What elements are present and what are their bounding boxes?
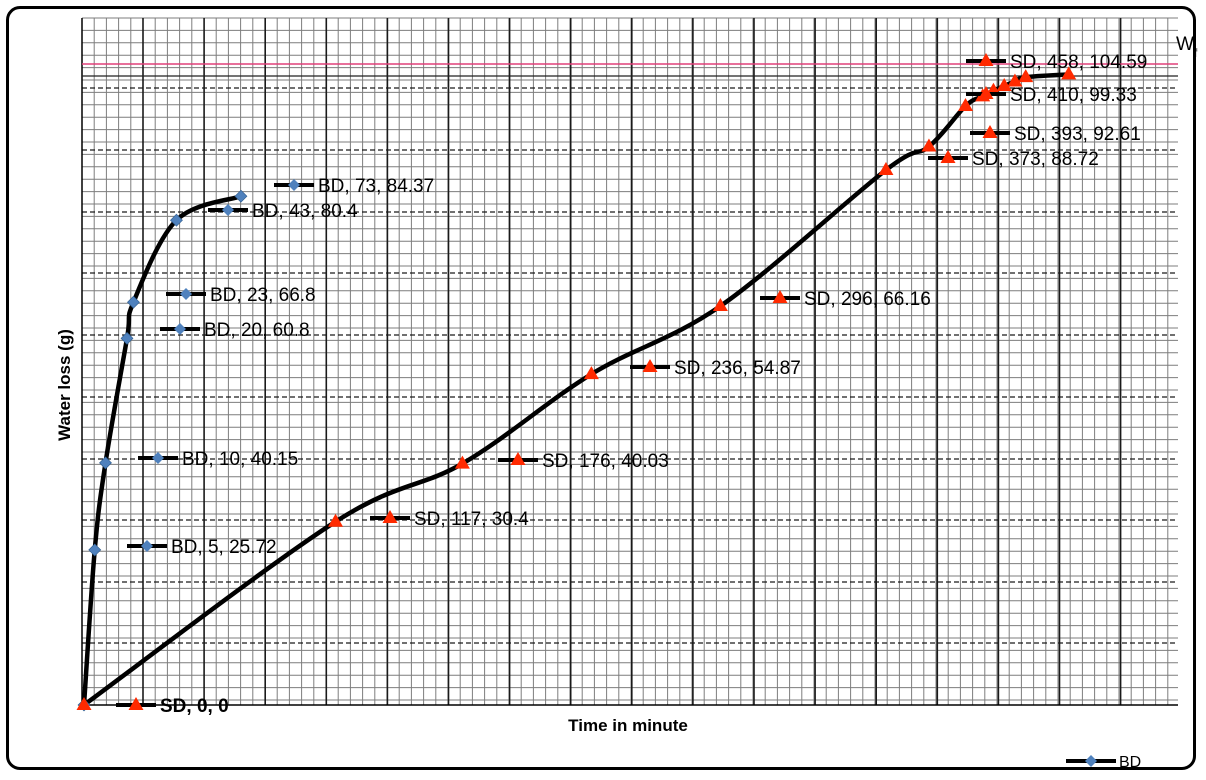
minor-grid [81,17,1178,705]
point-sd [1007,73,1023,87]
point-bd [127,295,140,309]
point-sd [1061,66,1077,80]
point-sd [76,697,92,710]
point-sd [996,77,1012,91]
data-label: SD, 458, 104.59 [1010,52,1147,73]
data-label: BD, 5, 25.72 [171,537,277,558]
data-label: SD, 373, 88.72 [972,149,1099,170]
data-label: SD, 393, 92.61 [1014,124,1141,145]
point-sd [878,162,894,176]
point-bd [120,331,134,345]
legend-marker-bd [1085,755,1097,767]
data-label: BD, 43, 80.4 [252,201,358,222]
label-key-marker [141,540,153,552]
point-bd [170,213,183,227]
label-key-marker [772,290,788,303]
data-label: SD, 117, 30.4 [414,509,529,530]
label-key-marker [174,323,186,335]
wf-label: Wf [1176,34,1198,60]
label-key-marker [940,150,956,163]
label-key-marker [978,86,994,99]
point-bd [99,456,112,470]
data-label: SD, 0, 0 [160,696,229,717]
x-axis-label: Time in minute [568,716,688,735]
series-markers [76,66,1077,712]
y-axis-label: Water loss (g) [55,329,74,441]
data-label: BD, 20, 60.8 [204,320,310,341]
label-key-marker [180,288,192,300]
point-sd [328,513,344,527]
point-sd [583,366,599,380]
point-sd [454,455,470,469]
label-key-marker [152,452,164,464]
point-bd [234,189,248,203]
data-label: SD, 296, 66.16 [804,289,931,310]
data-labels: BD, 73, 84.37 BD, 43, 80.4 BD, 23, 66.8 BD,… [116,52,1147,717]
legend: BD [1066,754,1141,771]
label-key-marker [978,53,994,66]
point-sd [958,98,973,112]
point-sd [712,298,728,312]
data-label: SD, 176, 40.03 [542,451,669,472]
major-grid [81,18,1178,706]
point-bd [88,543,102,557]
data-label: BD, 73, 84.37 [318,176,434,197]
label-key-marker [982,125,998,138]
data-label: BD, 10, 40.15 [182,449,298,470]
data-label: SD, 410, 99.33 [1010,85,1137,106]
data-label: BD, 23, 66.8 [210,285,316,306]
label-key-marker [510,452,526,465]
point-sd [1018,69,1034,83]
label-key-marker [128,697,144,710]
label-key-marker [382,510,398,523]
label-key-marker [222,204,234,216]
label-key-marker [642,359,658,372]
point-sd [921,138,937,152]
legend-label-bd: BD [1119,754,1141,771]
label-key-marker [288,179,300,191]
data-label: SD, 236, 54.87 [674,358,801,379]
